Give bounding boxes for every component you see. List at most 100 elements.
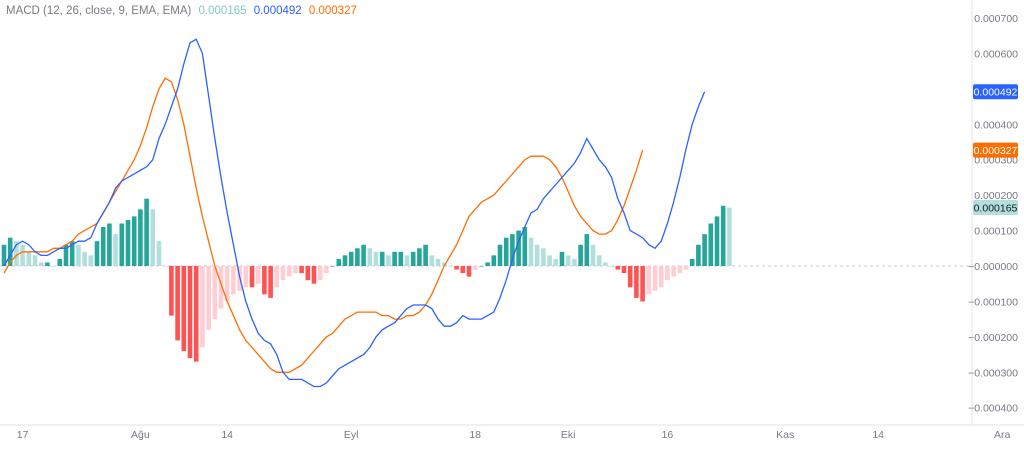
histogram-bar (26, 251, 32, 266)
histogram-bar (1, 244, 7, 266)
histogram-bar (454, 266, 459, 270)
macd-line (3, 38, 706, 388)
histogram-bar (38, 262, 44, 266)
histogram-bar (224, 266, 230, 302)
indicator-legend[interactable]: MACD (12, 26, close, 9, EMA, EMA) 0.0001… (6, 5, 361, 17)
x-tick-label: Kas (776, 429, 794, 441)
last-value-label-signal: 0.000327 (973, 142, 1018, 158)
histogram-bar (7, 237, 13, 266)
histogram-bar (138, 209, 143, 266)
histogram-bar (640, 266, 645, 302)
signal-line (3, 77, 644, 373)
histogram-bar (212, 266, 218, 320)
histogram-bar (696, 244, 701, 266)
x-axis[interactable]: 17Ağu14Eyl18Eki16Kas14Ara18202415 (17, 429, 1024, 441)
histogram-bar (63, 244, 69, 266)
histogram-bar (218, 266, 224, 309)
histogram-bar (652, 266, 658, 291)
histogram-bar (503, 237, 509, 266)
histogram-bar (181, 266, 187, 352)
histogram-bar (150, 209, 156, 266)
histogram-bar (671, 266, 676, 277)
histogram-bar (268, 266, 273, 298)
histogram-bar (615, 266, 621, 270)
histogram-bar (324, 266, 329, 274)
histogram-bar (14, 241, 19, 266)
histogram-bar (410, 251, 416, 266)
histogram-bar (169, 266, 174, 316)
histogram-bar (609, 266, 614, 267)
histogram-bar (379, 251, 385, 266)
histogram-bar (311, 266, 317, 284)
histogram-bar (243, 266, 249, 288)
histogram-bar (305, 266, 311, 281)
histogram-bar (45, 262, 50, 266)
histogram-bar (460, 266, 466, 274)
legend-signal-value: 0.000327 (308, 5, 357, 17)
histogram-bar (255, 266, 261, 284)
histogram-bar (348, 251, 354, 266)
histogram-bar (627, 266, 633, 288)
histogram-bar (162, 266, 168, 267)
histogram-bar (355, 248, 360, 266)
histogram-bar (404, 255, 410, 266)
histogram-bar (125, 219, 131, 266)
y-tick-label: 0.000300 (974, 155, 1018, 167)
histogram-bar (113, 234, 118, 266)
histogram-bar (429, 255, 435, 266)
histogram-bar (51, 266, 56, 267)
histogram-bar (57, 258, 63, 266)
histogram-bar (361, 244, 366, 266)
histogram-bar (417, 248, 422, 266)
histogram-bar (727, 207, 732, 266)
histogram-bar (590, 244, 596, 266)
histogram-bar (708, 223, 714, 266)
histogram-bar (88, 255, 94, 266)
x-tick-label: 18 (469, 429, 481, 441)
y-tick-label: −0.000400 (968, 403, 1018, 415)
histogram-bar (689, 258, 695, 266)
histogram-bar (596, 255, 602, 266)
indicator-name: MACD (12, 26, close, 9, EMA, EMA) (6, 5, 192, 17)
histogram-bars (1, 198, 732, 362)
histogram-bar (534, 244, 540, 266)
histogram-bar (435, 258, 441, 266)
histogram-bar (528, 237, 534, 266)
histogram-bar (336, 258, 342, 266)
histogram-bar (578, 244, 583, 266)
histogram-bar (187, 266, 193, 359)
histogram-bar (547, 255, 552, 266)
svg-text:0.000327: 0.000327 (974, 145, 1018, 157)
histogram-bar (392, 251, 397, 266)
histogram-bar (398, 251, 404, 266)
histogram-bar (479, 266, 484, 267)
histogram-bar (317, 266, 323, 281)
histogram-bar (286, 266, 292, 277)
histogram-bar (677, 266, 683, 274)
histogram-bar (485, 262, 490, 266)
last-value-label-histogram: 0.000165 (973, 200, 1018, 216)
histogram-bar (131, 216, 137, 266)
x-tick-label: Ara (994, 429, 1011, 441)
histogram-bar (423, 244, 428, 266)
histogram-bar (565, 255, 571, 266)
histogram-bar (702, 234, 707, 266)
histogram-bar (193, 266, 199, 362)
y-tick-label: 0.000700 (974, 13, 1018, 25)
histogram-bar (516, 230, 521, 266)
x-tick-label: 14 (221, 429, 233, 441)
x-tick-label: Ağu (131, 429, 150, 441)
histogram-bar (634, 266, 639, 298)
last-value-labels: 0.000492 0.000327 0.000165 (973, 84, 1018, 216)
histogram-bar (76, 244, 81, 266)
histogram-bar (472, 266, 478, 270)
histogram-bar (231, 266, 236, 295)
y-tick-label: −0.000000 (968, 261, 1018, 273)
histogram-bar (559, 251, 565, 266)
histogram-bar (373, 251, 379, 266)
histogram-bar (714, 216, 720, 266)
histogram-bar (200, 266, 205, 348)
histogram-bar (448, 266, 453, 267)
